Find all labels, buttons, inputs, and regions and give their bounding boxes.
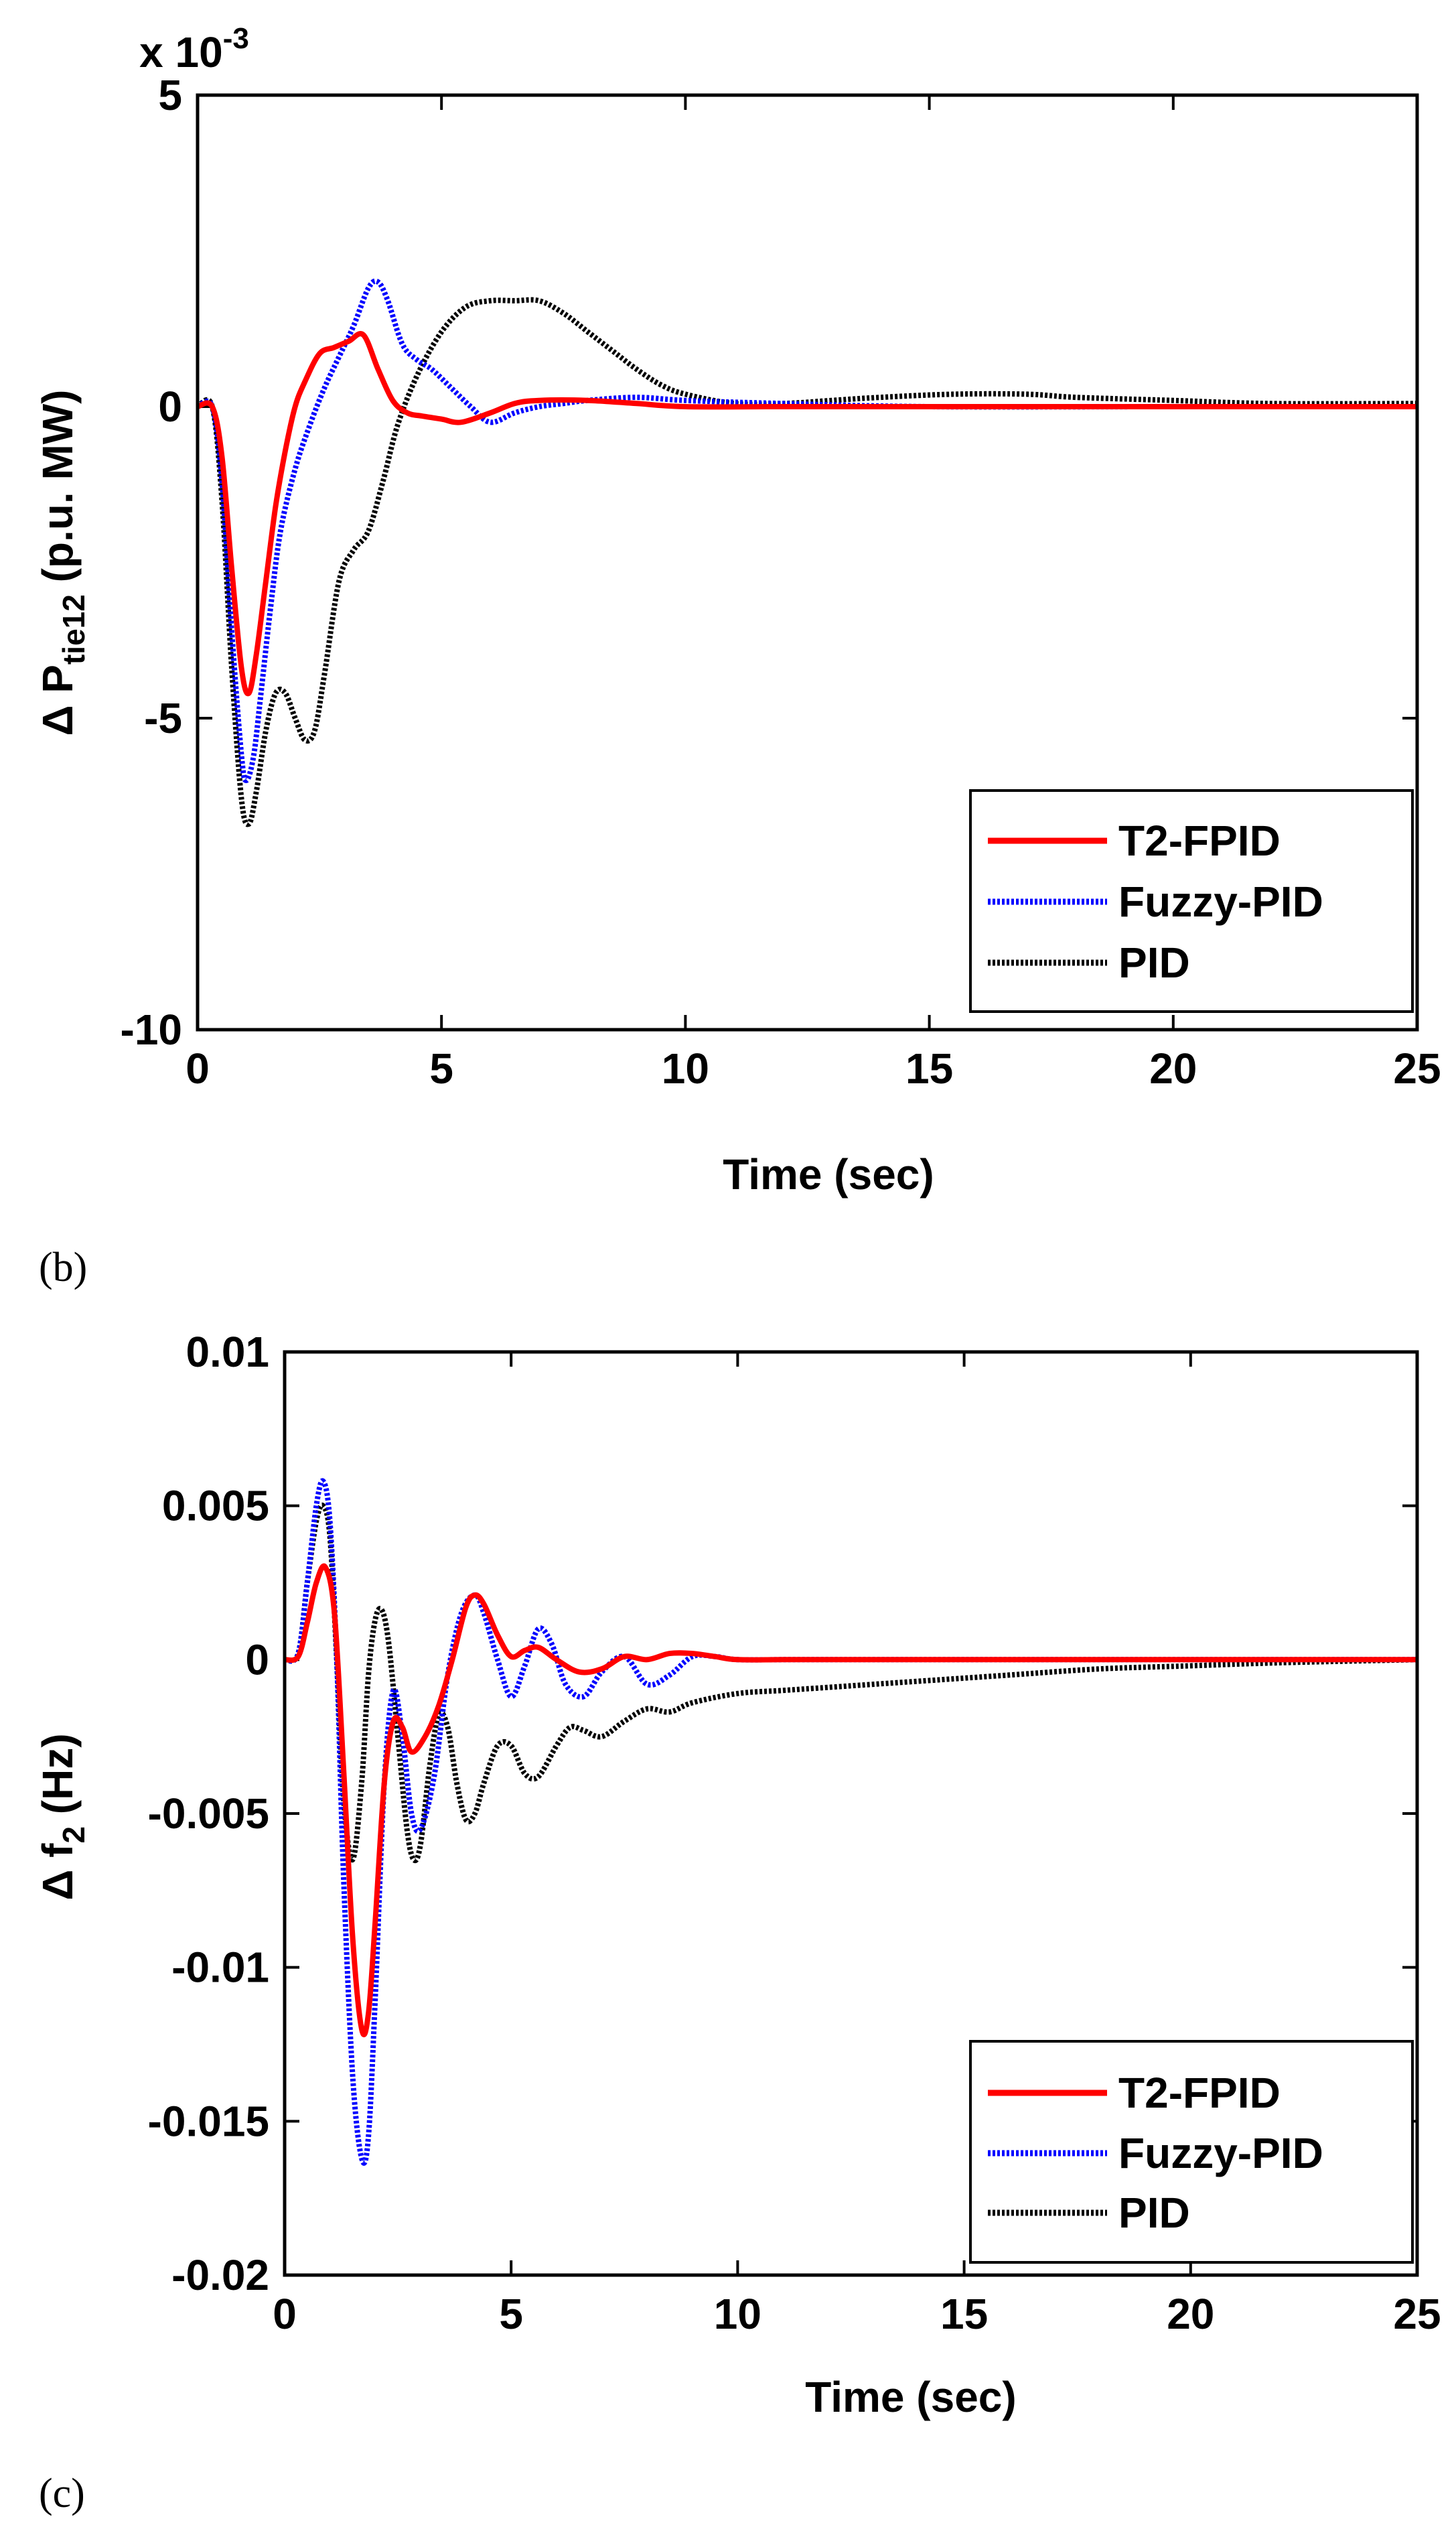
- x-tick-label: 5: [499, 2290, 523, 2338]
- y-axis-label: Δ Ptie12 (p.u. MW): [33, 390, 91, 736]
- y-tick-label: 0.005: [162, 1482, 269, 1530]
- legend-label-pid: PID: [1118, 939, 1190, 987]
- x-tick-label: 10: [714, 2290, 761, 2338]
- x-tick-label: 15: [905, 1044, 953, 1093]
- legend-label-t2-fpid: T2-FPID: [1118, 817, 1281, 865]
- y-tick-label: 0.01: [186, 1328, 269, 1376]
- legend-label-t2-fpid: T2-FPID: [1118, 2069, 1281, 2117]
- y-tick-label: -0.01: [171, 1943, 269, 1992]
- x-tick-label: 0: [273, 2290, 297, 2338]
- axes-frame: [283, 1350, 1419, 2277]
- legend: T2-FPID Fuzzy-PID PID: [969, 789, 1414, 1013]
- axes-frame: [196, 93, 1419, 1032]
- series-line-fuzzy-pid: [196, 278, 1417, 783]
- x-tick-label: 25: [1393, 2290, 1441, 2338]
- y-tick-label: -0.02: [171, 2251, 269, 2299]
- legend-label-pid: PID: [1118, 2189, 1190, 2237]
- y-tick-label: 0: [245, 1635, 269, 1684]
- x-tick-label: 0: [186, 1044, 210, 1093]
- series-layer: [196, 278, 1418, 827]
- x-tick-label: 15: [940, 2290, 988, 2338]
- panel-c-chart: Δ f2 (Hz) Time (sec) 0 5 10 15 20 25 -0.02 -0.…: [33, 1328, 1441, 2516]
- y-tick-label: 5: [158, 71, 182, 119]
- x-tick-label: 10: [662, 1044, 709, 1093]
- x-axis-label: Time (sec): [723, 1150, 934, 1199]
- series-line-pid: [283, 1502, 1418, 1864]
- y-axis-label: Δ f2 (Hz): [33, 1733, 91, 1900]
- series-line-t2-fpid: [196, 331, 1417, 697]
- x-ticks: 0 5 10 15 20 25: [186, 95, 1441, 1093]
- legend-label-fuzzy-pid: Fuzzy-PID: [1118, 2129, 1323, 2177]
- caption-c: (c): [39, 2471, 85, 2516]
- y-tick-label: -5: [144, 694, 182, 742]
- caption-b: (b): [39, 1245, 87, 1290]
- series-line-t2-fpid: [284, 1563, 1417, 2037]
- x-tick-label: 25: [1393, 1044, 1441, 1093]
- y-ticks: -10 -5 0 5: [121, 71, 1417, 1054]
- y-tick-label: -0.005: [148, 1789, 269, 1838]
- legend-label-fuzzy-pid: Fuzzy-PID: [1118, 878, 1323, 926]
- x-tick-label: 20: [1167, 2290, 1214, 2338]
- series-layer: [283, 1478, 1418, 2166]
- panel-b-chart: x 10-3 Δ Ptie12 (p.u. MW) Time (sec) 0 5 1…: [33, 22, 1441, 1290]
- x-axis-label: Time (sec): [805, 2373, 1016, 2421]
- y-tick-label: -10: [121, 1006, 183, 1054]
- x-tick-label: 5: [429, 1044, 453, 1093]
- y-tick-label: 0: [158, 383, 182, 431]
- y-tick-label: -0.015: [148, 2097, 269, 2145]
- exponent-label: x 10-3: [139, 22, 249, 76]
- x-tick-label: 20: [1149, 1044, 1197, 1093]
- legend: T2-FPID Fuzzy-PID PID: [969, 2040, 1414, 2264]
